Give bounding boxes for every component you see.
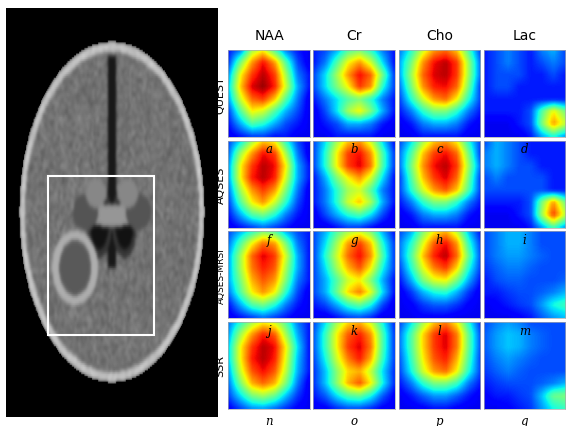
Text: m: m (519, 324, 530, 337)
Text: AQSES-MRSI: AQSES-MRSI (216, 248, 226, 303)
Text: a: a (266, 143, 273, 156)
Text: p: p (436, 414, 443, 426)
Text: NAA: NAA (254, 29, 284, 43)
Text: Lac: Lac (512, 29, 537, 43)
Text: k: k (351, 324, 358, 337)
Text: l: l (437, 324, 441, 337)
Text: Cr: Cr (347, 29, 362, 43)
Text: Cho: Cho (426, 29, 453, 43)
Text: h: h (436, 233, 443, 246)
Text: b: b (351, 143, 358, 156)
Text: o: o (351, 414, 358, 426)
Text: g: g (351, 233, 358, 246)
Text: f: f (267, 233, 271, 246)
Text: n: n (266, 414, 273, 426)
Text: AQSES: AQSES (215, 166, 226, 204)
Text: QUEST: QUEST (215, 76, 226, 113)
Text: j: j (267, 324, 271, 337)
Text: q: q (521, 414, 528, 426)
Bar (49, 177, 154, 335)
Text: SSR: SSR (215, 354, 226, 377)
Text: d: d (521, 143, 528, 156)
Text: c: c (436, 143, 443, 156)
Text: i: i (522, 233, 526, 246)
